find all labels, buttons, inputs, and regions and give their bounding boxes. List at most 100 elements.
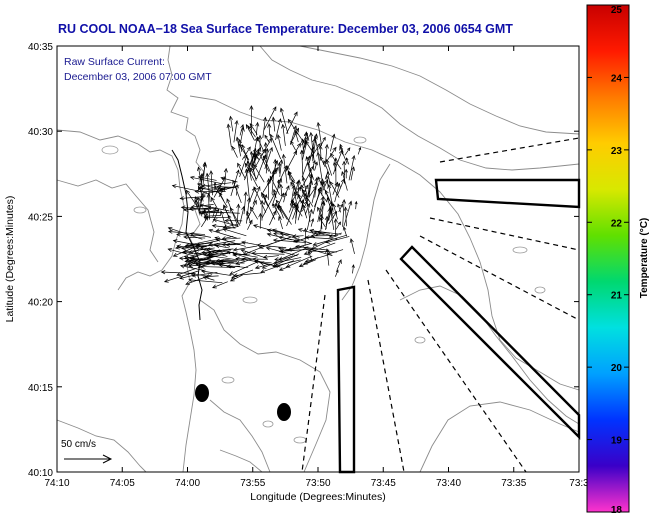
current-vector xyxy=(237,163,246,180)
current-vector xyxy=(180,196,206,199)
current-vector-head xyxy=(342,226,347,231)
current-vector xyxy=(282,124,286,146)
current-vector xyxy=(279,248,306,261)
current-vector-head xyxy=(297,228,303,233)
current-vector-head xyxy=(327,184,332,189)
x-tick-label: 74:05 xyxy=(110,478,135,489)
current-vector xyxy=(264,147,273,170)
current-vector xyxy=(176,234,206,237)
current-vector xyxy=(272,203,282,218)
current-vector-head xyxy=(278,256,284,261)
current-vector xyxy=(188,279,223,284)
current-vector xyxy=(189,260,226,266)
south-contour-3 xyxy=(209,399,271,473)
current-vector-head xyxy=(312,242,318,247)
current-vector-head xyxy=(303,227,308,233)
current-vector-head xyxy=(276,179,280,183)
current-vector xyxy=(203,276,215,281)
colorbar-tick-label: 19 xyxy=(611,436,623,447)
current-vector-head xyxy=(348,200,353,206)
current-vector xyxy=(343,226,348,237)
current-vector-head xyxy=(232,273,238,278)
current-vector xyxy=(239,124,244,136)
current-vector-head xyxy=(302,193,307,198)
current-vector xyxy=(332,150,343,175)
current-vector xyxy=(242,242,273,255)
current-vector-head xyxy=(194,189,200,194)
current-vector-head xyxy=(274,159,279,165)
current-vector xyxy=(258,151,270,172)
current-vector xyxy=(260,260,295,273)
current-vector-head xyxy=(332,203,337,209)
current-vector-head xyxy=(189,175,195,180)
current-vector xyxy=(269,160,278,185)
current-vector xyxy=(209,229,238,239)
current-vector-head xyxy=(317,176,321,180)
current-vector-head xyxy=(183,235,188,240)
current-vector-head xyxy=(314,180,319,186)
current-vector-head xyxy=(254,265,260,270)
current-vector xyxy=(302,201,308,212)
current-vector-head xyxy=(249,167,254,172)
current-vector-head xyxy=(279,159,284,164)
current-vector-head xyxy=(316,230,322,235)
current-vector-head xyxy=(189,242,194,248)
current-vector xyxy=(307,173,312,197)
deep-contour xyxy=(399,285,580,425)
current-vector xyxy=(308,169,311,176)
current-vector-head xyxy=(235,261,241,265)
current-vector xyxy=(334,183,340,203)
current-vector-head xyxy=(347,147,351,152)
bathymetry-contours xyxy=(56,45,580,473)
current-vector-head xyxy=(201,250,206,255)
current-vector-head xyxy=(201,209,207,214)
current-vector-head xyxy=(321,200,326,205)
current-vector-head xyxy=(274,166,279,172)
contour-blob xyxy=(512,246,528,254)
contour-blob xyxy=(414,336,426,344)
current-vector xyxy=(233,272,263,277)
current-vector-head xyxy=(238,143,243,149)
current-vector xyxy=(329,181,340,198)
y-axis: 40:35 40:30 40:25 40:20 40:15 40:10 xyxy=(28,42,579,479)
current-vector xyxy=(239,155,248,178)
current-vector-head xyxy=(290,181,295,187)
current-vector xyxy=(248,126,256,138)
current-vector xyxy=(288,200,294,213)
current-vector xyxy=(194,200,200,214)
current-vector xyxy=(230,170,239,197)
current-vector xyxy=(220,177,238,183)
current-vector xyxy=(329,205,335,230)
current-vector xyxy=(204,215,222,217)
current-vector-head xyxy=(262,155,267,161)
current-vector-head xyxy=(314,161,318,166)
current-vector-head xyxy=(285,263,291,268)
current-vector-head xyxy=(250,162,255,168)
current-vector xyxy=(208,255,243,261)
current-vector xyxy=(325,190,333,207)
current-vector-head xyxy=(330,152,335,158)
current-vector-head xyxy=(272,238,278,243)
current-vector-head xyxy=(293,150,298,156)
current-vector-head xyxy=(167,247,173,252)
current-vector-head xyxy=(291,179,296,185)
current-vector xyxy=(211,197,218,209)
current-vector-head xyxy=(230,274,236,279)
current-vector-head xyxy=(185,189,191,195)
x-tick-label: 74:10 xyxy=(44,478,69,489)
current-vector xyxy=(294,131,299,143)
current-vector xyxy=(272,117,276,132)
current-vector-head xyxy=(349,238,354,243)
current-vector-head xyxy=(215,237,221,242)
current-vector xyxy=(187,263,199,265)
coastline-contour xyxy=(166,45,205,473)
current-vector xyxy=(287,119,305,144)
current-vector xyxy=(227,124,232,147)
current-vector-head xyxy=(304,200,308,206)
current-vector xyxy=(219,192,225,201)
current-vector xyxy=(314,136,319,153)
current-vector xyxy=(350,166,355,181)
current-vector-head xyxy=(181,246,186,251)
current-vector xyxy=(298,194,302,203)
current-vector-head xyxy=(194,251,200,256)
